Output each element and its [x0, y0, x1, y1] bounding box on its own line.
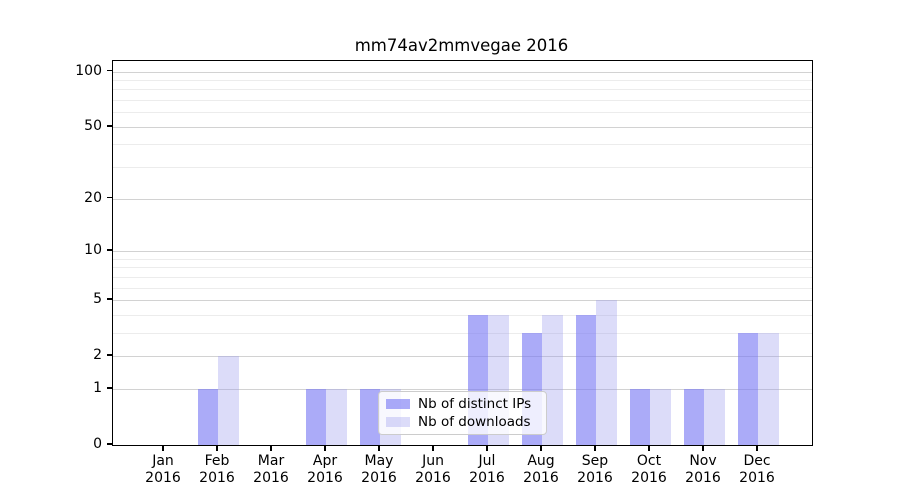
bar-downloads [596, 299, 617, 445]
y-tick-mark [107, 69, 112, 72]
x-tick-mark [216, 446, 218, 451]
x-tick-label-year: 2016 [145, 470, 181, 486]
minor-gridline [113, 100, 812, 102]
x-tick-label-year: 2016 [631, 470, 667, 486]
x-tick-label: Mar 2016 [241, 453, 301, 487]
x-tick-label: Aug 2016 [511, 453, 571, 487]
minor-gridline [113, 267, 812, 269]
minor-gridline [113, 258, 812, 260]
legend-item-distinct-ips: Nb of distinct IPs [386, 396, 539, 412]
y-tick-mark [107, 443, 112, 445]
x-tick-label: Dec 2016 [727, 453, 787, 487]
bar-downloads [704, 388, 725, 445]
y-tick-mark [107, 387, 112, 389]
minor-gridline [113, 276, 812, 278]
x-tick-mark [594, 446, 596, 451]
x-tick-label: May 2016 [349, 453, 409, 487]
bar-distinct-ips [359, 388, 380, 445]
y-tick-mark [107, 298, 112, 300]
bar-downloads [758, 332, 779, 445]
x-tick-mark [432, 446, 434, 451]
x-tick-mark [162, 446, 164, 451]
legend-swatch-distinct-ips-icon [386, 399, 410, 409]
x-tick-label-year: 2016 [469, 470, 505, 486]
x-tick-label: Feb 2016 [187, 453, 247, 487]
x-tick-label-year: 2016 [523, 470, 559, 486]
x-tick-label-year: 2016 [307, 470, 343, 486]
y-tick-label: 20 [84, 189, 102, 206]
y-tick-mark [107, 196, 112, 199]
plot-area: Nb of distinct IPs Nb of downloads [112, 60, 813, 446]
major-gridline [113, 126, 812, 128]
x-tick-label: Jan 2016 [133, 453, 193, 487]
y-tick-label: 1 [93, 379, 102, 396]
legend-item-downloads: Nb of downloads [386, 414, 539, 430]
minor-gridline [113, 287, 812, 289]
bar-downloads [650, 388, 671, 445]
x-tick-label-year: 2016 [739, 470, 775, 486]
bar-distinct-ips [629, 388, 650, 445]
y-tick-label: 0 [93, 436, 102, 452]
y-tick-label: 2 [93, 347, 102, 364]
x-tick-label: Oct 2016 [619, 453, 679, 487]
y-tick-label: 50 [84, 117, 102, 134]
x-tick-mark [756, 446, 758, 451]
y-tick-label: 5 [93, 290, 102, 307]
minor-gridline [113, 332, 812, 334]
x-tick-label-year: 2016 [199, 470, 235, 486]
legend-swatch-downloads-icon [386, 417, 410, 427]
bar-distinct-ips [305, 388, 326, 445]
major-gridline [113, 356, 812, 358]
minor-gridline [113, 167, 812, 169]
y-tick-mark [107, 125, 112, 127]
bar-distinct-ips [575, 314, 596, 445]
x-tick-label: Sep 2016 [565, 453, 625, 487]
major-gridline [113, 198, 812, 200]
x-tick-label-year: 2016 [361, 470, 397, 486]
bar-downloads [542, 314, 563, 445]
minor-gridline [113, 89, 812, 91]
x-tick-label-year: 2016 [415, 470, 451, 486]
minor-gridline [113, 112, 812, 114]
x-tick-label-year: 2016 [577, 470, 613, 486]
x-tick-label-year: 2016 [253, 470, 289, 486]
major-gridline [113, 71, 812, 73]
x-tick-label: Apr 2016 [295, 453, 355, 487]
x-tick-mark [648, 446, 650, 451]
x-tick-label-year: 2016 [685, 470, 721, 486]
minor-gridline [113, 79, 812, 81]
major-gridline [113, 250, 812, 252]
major-gridline [113, 299, 812, 301]
legend-label-downloads: Nb of downloads [418, 414, 531, 430]
legend: Nb of distinct IPs Nb of downloads [378, 391, 547, 435]
y-tick-mark [107, 249, 112, 251]
x-tick-mark [324, 446, 326, 451]
minor-gridline [113, 144, 812, 146]
bar-distinct-ips [737, 332, 758, 445]
x-tick-mark [486, 446, 488, 451]
bar-distinct-ips [683, 388, 704, 445]
bar-downloads [326, 388, 347, 445]
x-tick-label: Jul 2016 [457, 453, 517, 487]
chart-title: mm74av2mmvegae 2016 [354, 36, 569, 55]
major-gridline [113, 388, 812, 390]
x-tick-mark [378, 446, 380, 451]
x-tick-label: Nov 2016 [673, 453, 733, 487]
x-tick-mark [702, 446, 704, 451]
y-tick-label: 100 [75, 62, 102, 79]
minor-gridline [113, 314, 812, 316]
x-tick-mark [540, 446, 542, 451]
x-tick-mark [270, 446, 272, 451]
y-tick-label: 10 [84, 241, 102, 258]
legend-label-distinct-ips: Nb of distinct IPs [418, 396, 532, 412]
x-tick-label: Jun 2016 [403, 453, 463, 487]
bar-distinct-ips [197, 388, 218, 445]
bar-downloads [218, 356, 239, 445]
y-tick-mark [107, 354, 112, 356]
